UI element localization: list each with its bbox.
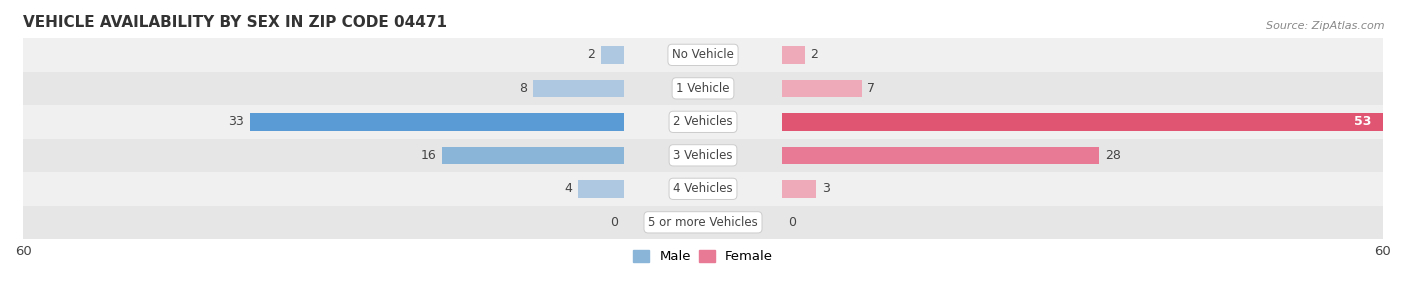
Bar [250,113,624,131]
Bar [533,80,624,97]
Bar [24,38,1382,72]
Text: VEHICLE AVAILABILITY BY SEX IN ZIP CODE 04471: VEHICLE AVAILABILITY BY SEX IN ZIP CODE … [24,15,447,30]
Text: No Vehicle: No Vehicle [672,48,734,61]
Text: 2: 2 [811,48,818,61]
Text: 16: 16 [420,149,437,162]
Text: 33: 33 [229,115,245,128]
Bar [782,113,1382,131]
Bar [782,147,1099,164]
Text: 4 Vehicles: 4 Vehicles [673,182,733,195]
Bar [600,46,624,63]
Text: 2 Vehicles: 2 Vehicles [673,115,733,128]
Text: 53: 53 [1354,115,1371,128]
Bar [782,46,806,63]
Bar [782,180,817,198]
Text: 3 Vehicles: 3 Vehicles [673,149,733,162]
Text: 7: 7 [868,82,876,95]
Text: 8: 8 [519,82,527,95]
Text: 4: 4 [565,182,572,195]
Text: 3: 3 [823,182,830,195]
Bar [443,147,624,164]
Text: 0: 0 [787,216,796,229]
Text: 2: 2 [588,48,595,61]
Text: 0: 0 [610,216,619,229]
Bar [578,180,624,198]
Bar [24,172,1382,206]
Text: 5 or more Vehicles: 5 or more Vehicles [648,216,758,229]
Legend: Male, Female: Male, Female [627,245,779,269]
Bar [782,80,862,97]
Text: 1 Vehicle: 1 Vehicle [676,82,730,95]
Bar [24,72,1382,105]
Bar [24,206,1382,239]
Text: 28: 28 [1105,149,1121,162]
Bar [24,105,1382,138]
Text: Source: ZipAtlas.com: Source: ZipAtlas.com [1267,21,1385,31]
Bar [24,138,1382,172]
